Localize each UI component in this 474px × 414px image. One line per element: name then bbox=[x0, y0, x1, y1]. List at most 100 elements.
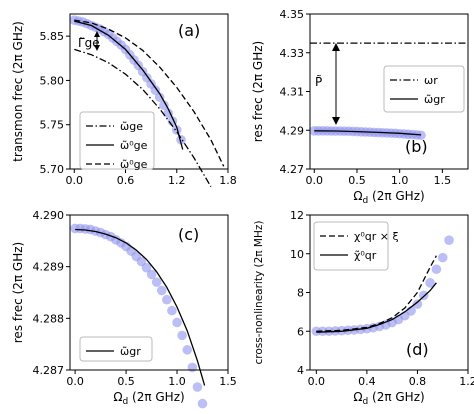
data-point bbox=[416, 130, 426, 141]
data-point bbox=[444, 235, 454, 245]
x-label-unit: (2π GHz) bbox=[368, 189, 424, 203]
series-line-dashdot bbox=[74, 48, 212, 188]
series-line-dashed bbox=[74, 19, 225, 167]
p-arrow-head-down bbox=[332, 117, 340, 125]
data-point bbox=[197, 398, 208, 409]
x-label-main: Ω bbox=[353, 390, 362, 404]
y-tick-label: 4.287 bbox=[33, 364, 65, 377]
y-axis-label: res frec (2π GHz) bbox=[11, 242, 25, 343]
x-label-sub: d bbox=[122, 397, 128, 407]
legend-a: ω̃ge ω̃⁰ge ω̃⁰ge bbox=[79, 111, 155, 171]
data-point bbox=[159, 100, 169, 111]
legend-box bbox=[79, 336, 153, 362]
y-tick-label: 5.85 bbox=[40, 30, 65, 43]
legend-b: ωr ω̃gr bbox=[383, 65, 465, 113]
data-point bbox=[192, 382, 203, 392]
x-label-unit: (2π GHz) bbox=[368, 390, 424, 404]
panel-a: 0.0 0.6 1.2 1.8 5.70 5.75 5.80 5.85 (a) transmon … bbox=[11, 13, 237, 188]
plot-frame bbox=[69, 214, 229, 371]
p-annotation: P̃ bbox=[315, 75, 322, 89]
series-line-solid bbox=[314, 130, 422, 136]
y-tick-label: 5.75 bbox=[40, 119, 65, 132]
x-tick-label: 0.5 bbox=[117, 375, 135, 388]
x-tick-label: 1.8 bbox=[219, 174, 237, 187]
legend-c: ω̃gr bbox=[79, 336, 153, 362]
y-tick-label: 4.31 bbox=[280, 86, 305, 99]
data-point bbox=[412, 299, 423, 309]
y-tick-label: 4 bbox=[297, 364, 304, 377]
y-tick-label: 4.288 bbox=[33, 312, 65, 325]
legend-entry: ω̃⁰ge bbox=[120, 139, 148, 152]
x-axis-label: Ωd (2π GHz) bbox=[113, 390, 184, 407]
y-tick-label: 10 bbox=[290, 248, 304, 261]
data-point bbox=[146, 269, 157, 280]
legend-d: χ⁰qr × ξ χ̃⁰qr bbox=[313, 221, 399, 271]
series-line-solid bbox=[316, 282, 437, 333]
data-point bbox=[162, 294, 172, 305]
x-tick-label: 0.8 bbox=[409, 375, 427, 388]
legend-box bbox=[383, 65, 465, 113]
x-tick-label: 1.5 bbox=[219, 375, 237, 388]
data-point bbox=[150, 85, 161, 95]
data-point bbox=[431, 264, 442, 275]
y-tick-label: 8 bbox=[297, 287, 304, 300]
axis-ticks-a: 0.0 0.6 1.2 1.8 5.70 5.75 5.80 5.85 bbox=[40, 30, 237, 187]
y-axis-label: transmon frec (2π GHz) bbox=[11, 21, 25, 162]
p-arrow-head-up bbox=[332, 43, 340, 51]
legend-entry: ω̃ge bbox=[120, 120, 143, 133]
x-tick-label: 1.0 bbox=[391, 174, 409, 187]
annotation-a: Γ̃ge bbox=[78, 31, 100, 51]
series-line-solid bbox=[74, 20, 184, 150]
x-label-main: Ω bbox=[113, 390, 122, 404]
data-point bbox=[176, 134, 186, 145]
panel-label: (a) bbox=[178, 21, 200, 40]
x-tick-label: 1.2 bbox=[168, 174, 186, 187]
panel-d: 0.0 0.4 0.8 1.2 4 6 8 10 12 (d) cross-nonlinearity… bbox=[253, 209, 474, 407]
panel-b: 0.0 0.5 1.0 1.5 4.27 4.29 4.31 4.33 4.35 (b) res f… bbox=[251, 8, 469, 206]
panel-label: (d) bbox=[406, 340, 429, 359]
data-point bbox=[167, 305, 177, 316]
panel-label: (b) bbox=[405, 137, 428, 156]
x-label-sub: d bbox=[362, 397, 368, 407]
legend-entry: ω̃gr bbox=[120, 345, 141, 358]
data-point bbox=[163, 108, 174, 118]
x-label-main: Ω bbox=[353, 189, 362, 203]
y-tick-label: 4.35 bbox=[280, 8, 305, 21]
panel-c: 0.0 0.5 1.0 1.5 4.287 4.288 4.289 4.290 (c) res f… bbox=[11, 209, 237, 409]
panel-label: (c) bbox=[178, 225, 199, 244]
gamma-annotation: Γ̃ge bbox=[78, 36, 100, 50]
y-axis-label: res frec (2π GHz) bbox=[251, 41, 265, 142]
legend-entry: ω̃⁰ge bbox=[120, 158, 148, 171]
legend-box bbox=[313, 221, 389, 271]
x-tick-label: 0.0 bbox=[306, 174, 324, 187]
x-tick-label: 1.2 bbox=[459, 375, 474, 388]
gamma-arrow-head-down bbox=[94, 45, 100, 51]
y-tick-label: 4.27 bbox=[280, 163, 305, 176]
y-tick-label: 4.29 bbox=[280, 124, 305, 137]
y-tick-label: 4.289 bbox=[33, 261, 65, 274]
axis-ticks-c: 0.0 0.5 1.0 1.5 4.287 4.288 4.289 4.290 bbox=[33, 209, 237, 388]
data-point bbox=[182, 345, 193, 355]
series-line-solid bbox=[75, 228, 206, 386]
x-tick-label: 0.0 bbox=[66, 174, 84, 187]
y-tick-label: 5.70 bbox=[40, 163, 65, 176]
annotation-b: P̃ bbox=[315, 43, 340, 125]
data-point bbox=[171, 125, 182, 135]
data-point bbox=[154, 92, 165, 103]
marker-series-c bbox=[70, 223, 208, 409]
axis-ticks-b: 0.0 0.5 1.0 1.5 4.27 4.29 4.31 4.33 4.35 bbox=[280, 8, 452, 187]
y-axis-label: cross-nonlinearity (2π MHz) bbox=[253, 220, 265, 364]
legend-entry: ωr bbox=[424, 74, 438, 87]
y-tick-label: 6 bbox=[297, 325, 304, 338]
plot-frame bbox=[309, 214, 469, 371]
legend-entry: χ⁰qr × ξ bbox=[354, 230, 399, 243]
x-tick-label: 0.0 bbox=[308, 375, 326, 388]
data-point bbox=[156, 285, 167, 296]
data-point bbox=[177, 330, 187, 341]
data-point bbox=[151, 277, 162, 287]
x-label-sub: d bbox=[362, 196, 368, 206]
legend-box bbox=[79, 111, 155, 170]
x-tick-label: 0.4 bbox=[358, 375, 376, 388]
series-line-dashed bbox=[316, 255, 437, 332]
